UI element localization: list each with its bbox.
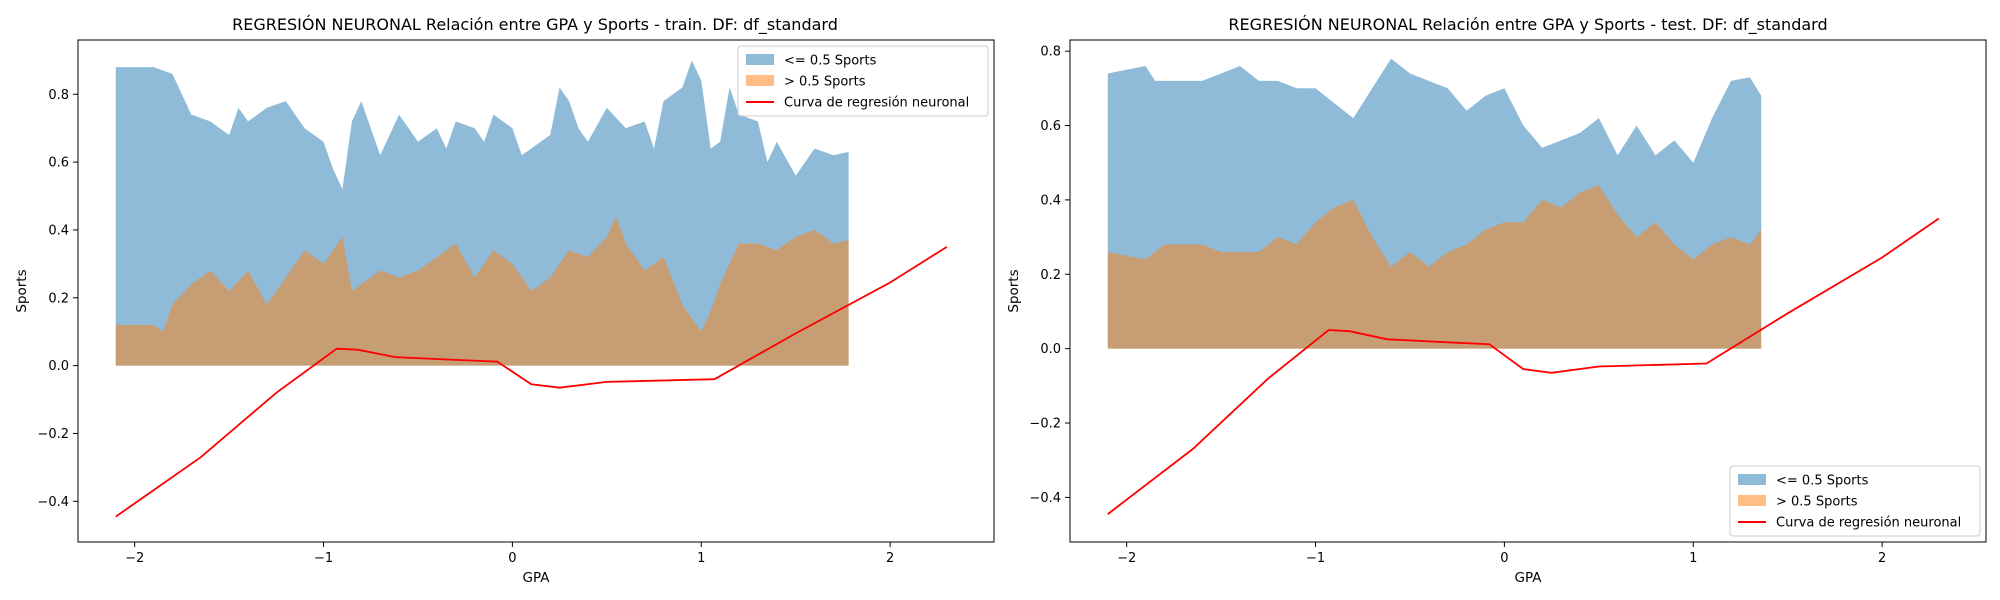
legend-swatch bbox=[1738, 474, 1766, 485]
x-tick-label: −2 bbox=[1117, 551, 1136, 566]
legend-label: <= 0.5 Sports bbox=[784, 54, 877, 69]
y-tick-label: −0.2 bbox=[37, 427, 69, 442]
area-series-1 bbox=[1107, 185, 1762, 349]
y-tick-label: −0.2 bbox=[1029, 417, 1061, 432]
x-tick-label: 0 bbox=[1500, 551, 1508, 566]
legend-swatch bbox=[746, 54, 774, 65]
x-tick-label: −2 bbox=[125, 551, 144, 566]
y-tick-label: 0.2 bbox=[48, 291, 69, 306]
y-tick-label: 0.2 bbox=[1040, 268, 1061, 283]
y-tick-label: 0.4 bbox=[1040, 193, 1061, 208]
legend-label: > 0.5 Sports bbox=[784, 75, 866, 90]
x-tick-label: 1 bbox=[697, 551, 705, 566]
legend-box bbox=[737, 45, 989, 117]
y-tick-label: 0.0 bbox=[48, 359, 69, 374]
regression-curve-line bbox=[1107, 217, 1940, 515]
legend-box bbox=[1729, 465, 1981, 537]
x-tick-label: 0 bbox=[508, 551, 516, 566]
x-tick-label: 2 bbox=[1878, 551, 1886, 566]
y-tick-label: 0.8 bbox=[1040, 45, 1061, 60]
plot-frame bbox=[77, 39, 995, 543]
area-series-1 bbox=[115, 216, 849, 366]
y-tick-label: 0.8 bbox=[48, 88, 69, 103]
x-tick-label: 2 bbox=[886, 551, 894, 566]
x-axis-label: GPA bbox=[523, 570, 551, 586]
y-tick-label: 0.6 bbox=[48, 156, 69, 171]
y-tick-label: −0.4 bbox=[1029, 491, 1061, 506]
x-axis-label: GPA bbox=[1515, 570, 1543, 586]
x-tick-label: −1 bbox=[314, 551, 333, 566]
y-axis-label: Sports bbox=[14, 269, 30, 312]
y-tick-label: 0.4 bbox=[48, 223, 69, 238]
chart-title: REGRESIÓN NEURONAL Relación entre GPA y … bbox=[1228, 15, 1827, 35]
x-tick-label: −1 bbox=[1306, 551, 1325, 566]
y-tick-label: 0.6 bbox=[1040, 119, 1061, 134]
regression-curve-line bbox=[115, 246, 948, 518]
plot-frame bbox=[1069, 39, 1987, 543]
legend-label: Curva de regresión neuronal bbox=[1776, 516, 1961, 531]
x-tick-label: 1 bbox=[1689, 551, 1697, 566]
y-tick-label: −0.4 bbox=[37, 495, 69, 510]
y-tick-label: 0.0 bbox=[1040, 342, 1061, 357]
y-axis-label: Sports bbox=[1006, 269, 1022, 312]
legend-label: Curva de regresión neuronal bbox=[784, 96, 969, 111]
legend-label: > 0.5 Sports bbox=[1776, 495, 1858, 510]
chart-title: REGRESIÓN NEURONAL Relación entre GPA y … bbox=[232, 15, 838, 35]
legend-swatch bbox=[1738, 495, 1766, 506]
test-chart-panel: REGRESIÓN NEURONAL Relación entre GPA y … bbox=[1006, 15, 1987, 586]
train-chart-panel: REGRESIÓN NEURONAL Relación entre GPA y … bbox=[14, 15, 995, 586]
legend-swatch bbox=[746, 75, 774, 86]
legend-label: <= 0.5 Sports bbox=[1776, 474, 1869, 489]
